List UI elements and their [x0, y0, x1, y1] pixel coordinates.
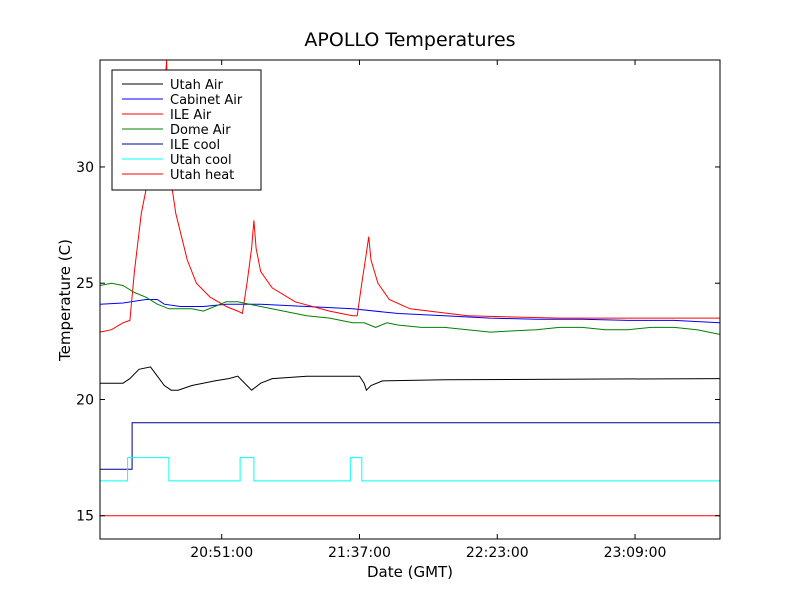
x-tick-label: 23:09:00: [604, 545, 667, 561]
legend-label: Dome Air: [170, 123, 231, 138]
legend-label: Utah Air: [170, 78, 223, 93]
legend-label: ILE cool: [170, 138, 220, 153]
series-line-ile-cool: [100, 422, 720, 470]
plot-frame: [99, 59, 721, 540]
series-line-utah-cool: [100, 457, 720, 482]
chart-title: APOLLO Temperatures: [304, 29, 515, 51]
series-line-utah-air: [100, 366, 720, 392]
x-tick-label: 22:23:00: [466, 545, 529, 561]
legend-label: Utah heat: [170, 168, 234, 183]
legend-box: [111, 69, 262, 191]
y-axis-label: Temperature (C): [56, 239, 74, 362]
y-tick-label: 30: [76, 160, 94, 176]
series-line-cabinet-air: [100, 299, 720, 324]
y-tick-label: 25: [76, 276, 94, 292]
x-tick-label: 20:51:00: [190, 545, 253, 561]
x-axis-label: Date (GMT): [367, 563, 453, 581]
x-tick-label: 21:37:00: [328, 545, 391, 561]
y-tick-label: 15: [76, 509, 94, 525]
series-line-dome-air: [100, 282, 720, 335]
legend-label: Utah cool: [170, 153, 232, 168]
axis-ticks: 20:51:00 21:37:00 22:23:00 23:09:00 15 20 25 30: [76, 60, 720, 561]
legend-label: Cabinet Air: [170, 93, 243, 108]
legend-label: ILE Air: [170, 108, 212, 123]
y-tick-label: 20: [76, 392, 94, 408]
